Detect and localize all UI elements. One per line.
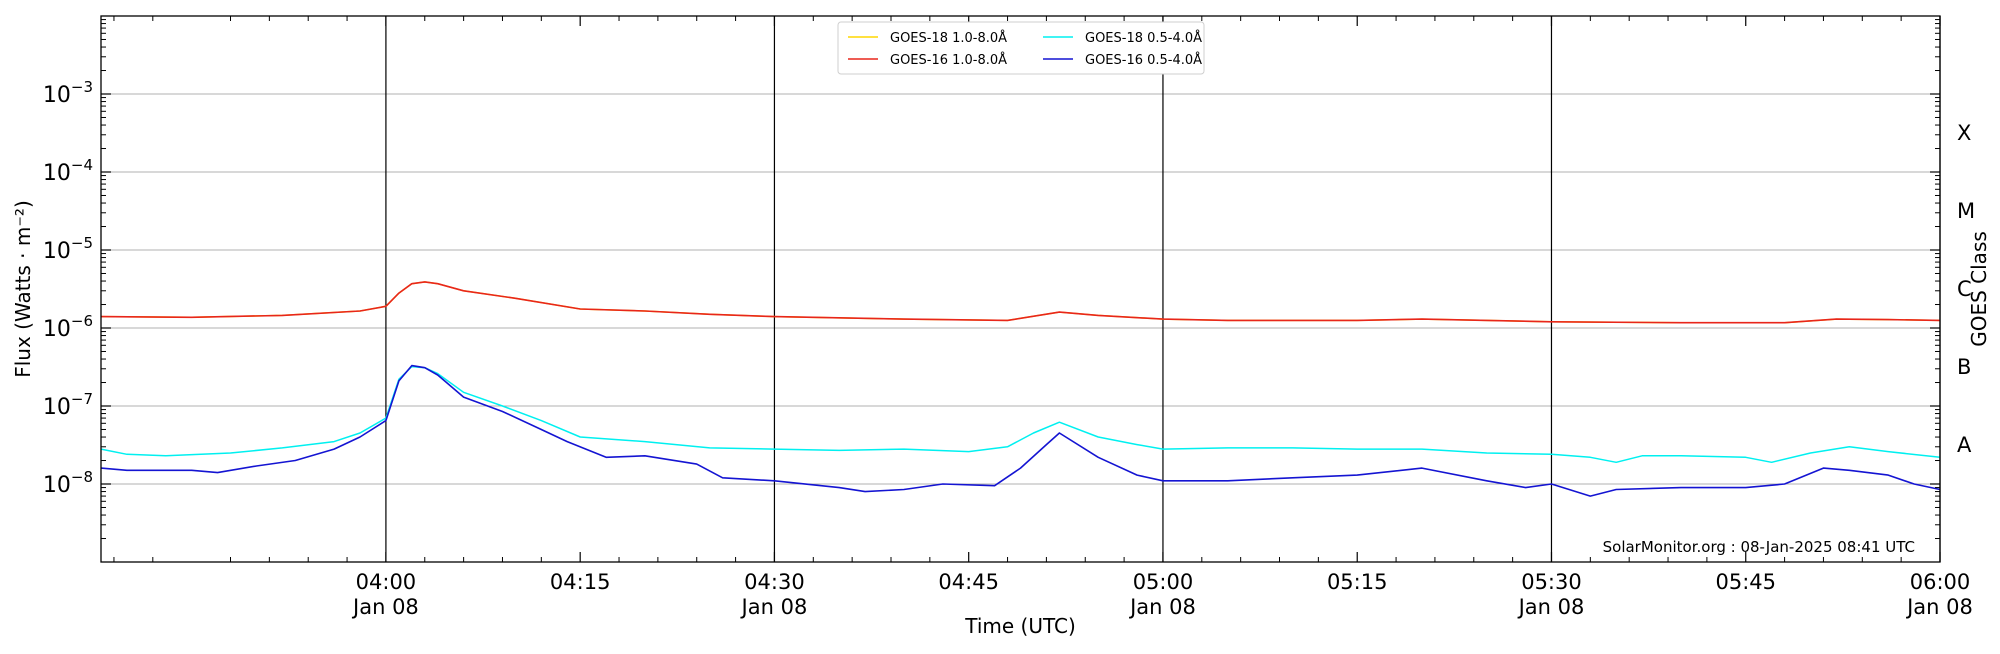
legend-label: GOES-16 1.0-8.0Å (890, 52, 1007, 68)
legend-label: GOES-18 0.5-4.0Å (1085, 30, 1202, 46)
y-tick-label: 10−5 (43, 234, 93, 264)
x-tick-sublabel: Jan 08 (1905, 595, 1973, 619)
x-tick-label: 05:00 (1133, 570, 1194, 594)
x-tick-label: 04:00 (356, 570, 417, 594)
x-tick-label: 05:15 (1327, 570, 1388, 594)
plot-frame (100, 15, 1941, 563)
y-tick-label: 10−4 (43, 156, 93, 186)
series-line (100, 365, 1941, 464)
ticks (101, 16, 1941, 562)
x-tick-label: 04:30 (744, 570, 805, 594)
x-tick-sublabel: Jan 08 (740, 595, 808, 619)
legend-box (837, 21, 1205, 75)
series-line (100, 281, 1941, 324)
x-tick-label: 06:00 (1910, 570, 1971, 594)
goes-class-label: A (1957, 433, 1972, 457)
goes-class-label: M (1957, 199, 1975, 223)
x-tick-sublabel: Jan 08 (351, 595, 419, 619)
legend-label: GOES-16 0.5-4.0Å (1085, 52, 1202, 68)
x-tick-sublabel: Jan 08 (1517, 595, 1585, 619)
y-tick-label: 10−7 (43, 390, 93, 420)
goes-class-label: C (1957, 277, 1972, 301)
legend-label: GOES-18 1.0-8.0Å (890, 30, 1007, 46)
goes-class-label: B (1957, 355, 1971, 379)
series-line (100, 364, 1941, 497)
y-axis-label: Flux (Watts · m⁻²) (11, 200, 35, 378)
series-line (100, 281, 1941, 324)
x-tick-sublabel: Jan 08 (1128, 595, 1196, 619)
y-tick-label: 10−6 (43, 312, 93, 342)
x-tick-label: 05:30 (1521, 570, 1582, 594)
goes-class-label: X (1957, 121, 1971, 145)
x-tick-label: 04:15 (550, 570, 611, 594)
legend: GOES-18 1.0-8.0Å GOES-18 0.5-4.0Å GOES-16 … (837, 21, 1205, 75)
x-tick-label: 04:45 (938, 570, 999, 594)
series-lines (100, 281, 1941, 497)
x-axis-label: Time (UTC) (964, 614, 1076, 638)
x-tick-label: 05:45 (1715, 570, 1776, 594)
y-tick-label: 10−8 (43, 468, 93, 498)
y-tick-label: 10−3 (43, 78, 93, 108)
source-annotation: SolarMonitor.org : 08-Jan-2025 08:41 UTC (1603, 538, 1915, 556)
grid (101, 93, 1940, 485)
goes-class-axis-label: GOES Class (1967, 231, 1991, 347)
